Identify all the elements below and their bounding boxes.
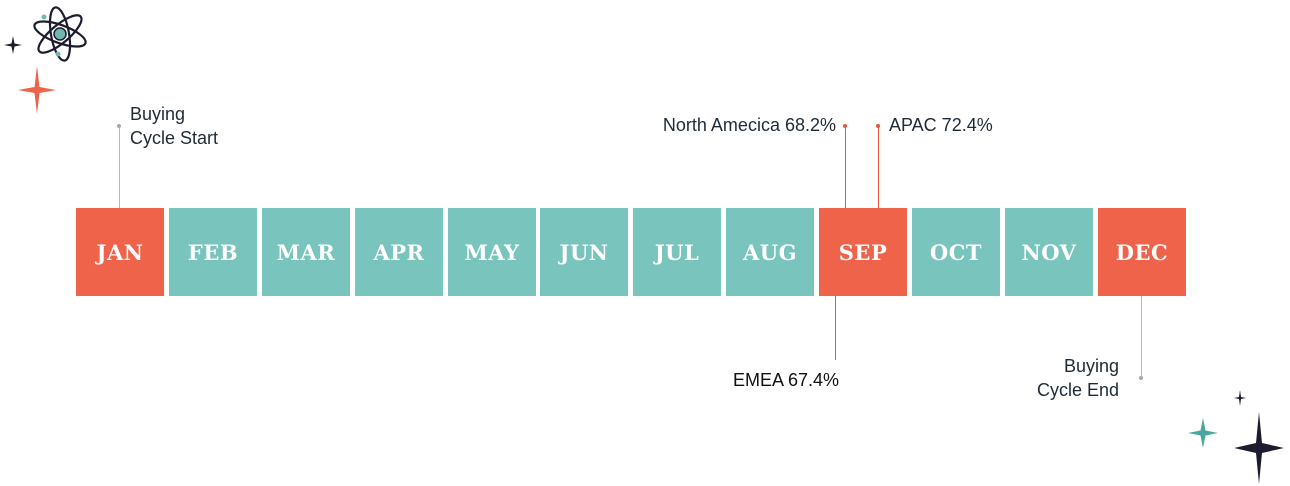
cycle-end-line1: Buying: [1063, 356, 1119, 376]
month-jun: JUN: [540, 208, 628, 296]
month-jul: JUL: [633, 208, 721, 296]
apac-label: APAC 72.4%: [889, 115, 993, 135]
cycle-start-line2: Cycle Start: [130, 128, 219, 148]
month-aug: AUG: [726, 208, 814, 296]
month-nov: NOV: [1005, 208, 1093, 296]
cycle-end-dot: [1139, 376, 1143, 380]
cycle-start-dot: [117, 124, 121, 128]
sparkle-icon: [4, 36, 22, 54]
month-oct: OCT: [912, 208, 1000, 296]
month-mar: MAR: [262, 208, 350, 296]
month-apr: APR: [355, 208, 443, 296]
cycle-start-connector: [119, 126, 120, 208]
month-sep: SEP: [819, 208, 907, 296]
emea-label: EMEA 67.4%: [733, 370, 840, 390]
north-america-dot: [843, 124, 847, 128]
north-america-label: North Amecica 68.2%: [662, 115, 836, 135]
apac-dot: [876, 124, 880, 128]
sparkle-icon: [1234, 412, 1284, 484]
cycle-end-label: Buying Cycle End: [1000, 354, 1119, 402]
emea-connector: [835, 296, 836, 360]
month-dec: DEC: [1098, 208, 1186, 296]
month-feb: FEB: [169, 208, 257, 296]
cycle-start-label: Buying Cycle Start: [130, 102, 218, 150]
cycle-end-connector: [1141, 296, 1142, 377]
month-may: MAY: [448, 208, 536, 296]
cycle-end-line2: Cycle End: [1036, 380, 1119, 400]
north-america-connector: [845, 126, 846, 208]
sparkle-icon: [18, 66, 56, 114]
sparkle-icon: [1188, 418, 1218, 448]
month-jan: JAN: [76, 208, 164, 296]
cycle-start-line1: Buying: [130, 104, 186, 124]
atom-icon: [33, 6, 87, 62]
sparkle-icon: [1234, 390, 1246, 406]
apac-connector: [878, 126, 879, 208]
